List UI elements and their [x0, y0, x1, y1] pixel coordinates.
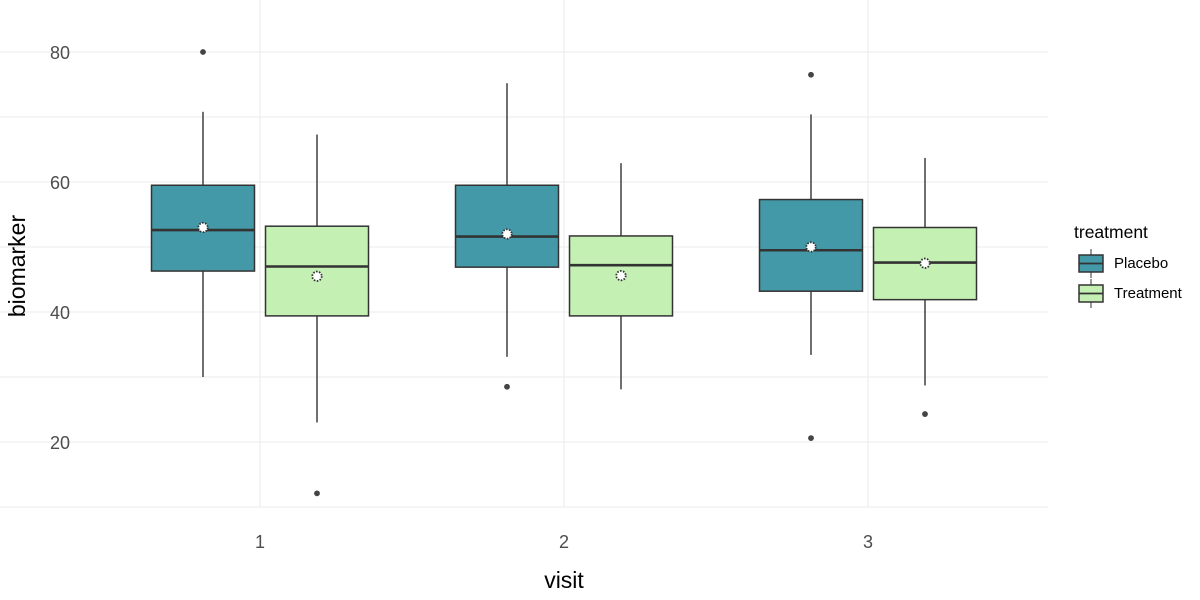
svg-text:20: 20	[50, 433, 70, 453]
svg-text:80: 80	[50, 43, 70, 63]
svg-text:visit: visit	[544, 567, 584, 593]
svg-text:Treatment: Treatment	[1114, 285, 1183, 302]
svg-text:2: 2	[559, 532, 569, 552]
svg-text:1: 1	[255, 532, 265, 552]
svg-text:treatment: treatment	[1074, 222, 1148, 242]
svg-text:40: 40	[50, 303, 70, 323]
svg-text:60: 60	[50, 173, 70, 193]
svg-text:biomarker: biomarker	[4, 215, 30, 318]
svg-text:3: 3	[863, 532, 873, 552]
svg-text:Placebo: Placebo	[1114, 255, 1168, 272]
